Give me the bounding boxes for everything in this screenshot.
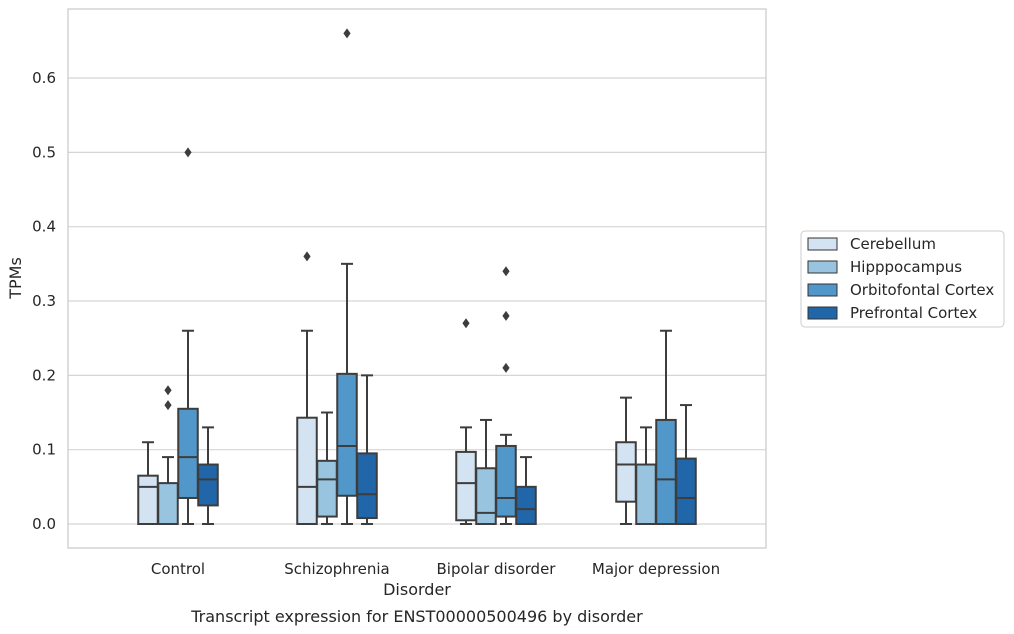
box-3-3 bbox=[675, 404, 697, 525]
y-tick-label: 0.2 bbox=[32, 366, 56, 384]
legend-swatch bbox=[807, 237, 838, 251]
box-iqr bbox=[495, 444, 517, 518]
plot-frame bbox=[67, 8, 767, 549]
x-tick-label: Bipolar disorder bbox=[437, 560, 557, 578]
box-iqr bbox=[137, 474, 159, 525]
box-iqr bbox=[177, 407, 199, 499]
x-tick-label: Schizophrenia bbox=[284, 560, 389, 578]
box-iqr bbox=[455, 450, 477, 522]
outlier-point bbox=[343, 28, 351, 39]
box-0-0 bbox=[137, 441, 159, 525]
box-1-2 bbox=[475, 418, 497, 526]
box-3-0 bbox=[197, 426, 219, 525]
x-axis-label: Disorder bbox=[383, 580, 451, 599]
box-2-0 bbox=[177, 147, 199, 525]
y-tick-label: 0.5 bbox=[32, 143, 56, 161]
outlier-point bbox=[502, 310, 510, 321]
box-iqr bbox=[356, 452, 378, 520]
box-1-1 bbox=[316, 411, 338, 525]
outlier-point bbox=[462, 318, 470, 329]
y-tick-label: 0.1 bbox=[32, 441, 56, 459]
box-iqr bbox=[157, 482, 179, 525]
box-iqr bbox=[316, 459, 338, 518]
outlier-point bbox=[303, 251, 311, 262]
box-iqr bbox=[336, 372, 358, 497]
legend-swatch bbox=[807, 283, 838, 297]
box-iqr bbox=[197, 463, 219, 507]
box-iqr bbox=[475, 467, 497, 526]
box-iqr bbox=[296, 416, 318, 525]
y-tick-label: 0.0 bbox=[32, 515, 56, 533]
y-tick-labels: 0.0 0.1 0.2 0.3 0.4 0.5 0.6 bbox=[32, 69, 56, 533]
box-1-3 bbox=[635, 426, 657, 526]
box-2-3 bbox=[655, 329, 677, 525]
box-3-1 bbox=[356, 374, 378, 525]
legend-frame bbox=[800, 230, 1005, 328]
x-tick-label: Major depression bbox=[592, 560, 720, 578]
outlier-point bbox=[164, 385, 172, 396]
box-0-2 bbox=[455, 318, 477, 525]
x-tick-label: Control bbox=[151, 560, 205, 578]
y-axis-label: TPMs bbox=[6, 257, 25, 300]
box-iqr bbox=[675, 457, 697, 525]
outlier-point bbox=[184, 147, 192, 158]
legend-label: Cerebellum bbox=[850, 235, 936, 253]
box-2-1 bbox=[336, 28, 358, 525]
outlier-point bbox=[164, 400, 172, 411]
box-0-3 bbox=[615, 396, 637, 525]
y-tick-label: 0.4 bbox=[32, 218, 56, 236]
y-tick-label: 0.6 bbox=[32, 69, 56, 87]
box-plot-series bbox=[137, 28, 697, 526]
legend-label: Orbitofontal Cortex bbox=[850, 281, 994, 299]
legend-swatch bbox=[807, 306, 838, 320]
box-2-2 bbox=[495, 266, 517, 525]
box-iqr bbox=[515, 485, 537, 525]
outlier-point bbox=[502, 362, 510, 373]
y-tick-label: 0.3 bbox=[32, 292, 56, 310]
box-1-0 bbox=[157, 385, 179, 525]
chart-caption: Transcript expression for ENST0000050049… bbox=[190, 607, 643, 626]
legend-swatch bbox=[807, 260, 838, 274]
box-iqr bbox=[655, 418, 677, 525]
box-iqr bbox=[615, 441, 637, 503]
box-iqr bbox=[635, 463, 657, 526]
legend: Cerebellum Hipppocampus Orbitofontal Corte… bbox=[800, 230, 1005, 328]
legend-label: Prefrontal Cortex bbox=[850, 304, 977, 322]
box-3-2 bbox=[515, 456, 537, 525]
box-0-1 bbox=[296, 251, 318, 525]
x-tick-labels: Control Schizophrenia Bipolar disorder Majo… bbox=[151, 560, 720, 578]
legend-label: Hipppocampus bbox=[850, 258, 962, 276]
outlier-point bbox=[502, 266, 510, 277]
